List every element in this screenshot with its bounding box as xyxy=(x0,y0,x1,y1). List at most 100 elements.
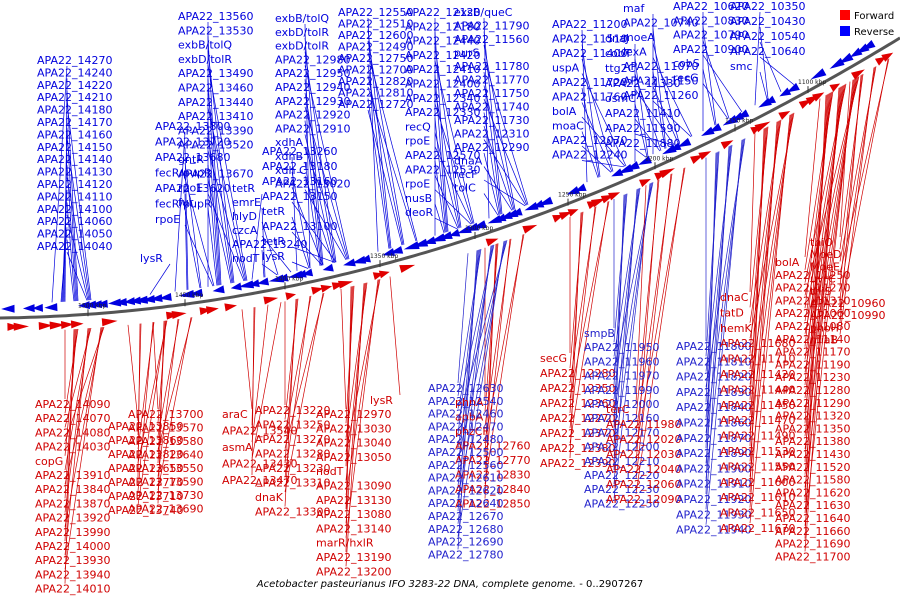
leader-line xyxy=(749,114,791,524)
gene-label: APA22_13470 xyxy=(222,474,297,487)
leader-line xyxy=(207,136,233,284)
gene-label: APA22_14030 xyxy=(35,441,110,454)
reverse-gene-arrow xyxy=(359,254,371,263)
gene-label: APA22_12370 xyxy=(540,427,615,440)
leader-line xyxy=(483,98,528,206)
gene-label: APA22_12160 xyxy=(584,412,659,425)
leader-line xyxy=(157,317,192,491)
leader-line xyxy=(66,177,90,301)
gene-label: APA22_12840 xyxy=(455,483,530,496)
leader-line xyxy=(291,261,309,269)
leader-line xyxy=(581,102,613,173)
gene-label: APA22_12540 xyxy=(428,395,503,408)
gene-label: APA22_13530 xyxy=(178,24,253,37)
gene-label: APA22_13650 xyxy=(108,462,183,475)
leader-line xyxy=(652,100,692,138)
reverse-gene-arrow xyxy=(389,245,404,254)
leader-line xyxy=(284,298,298,464)
leader-line xyxy=(705,146,730,510)
gene-label: APA22_12290 xyxy=(454,141,529,154)
leader-line xyxy=(839,58,890,274)
leader-line xyxy=(284,292,325,449)
leader-line xyxy=(634,133,674,146)
gene-label: APA22_12350 xyxy=(540,382,615,395)
leader-line xyxy=(304,134,335,263)
gene-label: exbB/tolQ xyxy=(178,39,232,52)
leader-line xyxy=(137,323,141,478)
gene-label: hlyD xyxy=(232,210,257,223)
gene-label: APA22_14080 xyxy=(35,426,110,439)
gene-label: APA22_11550 xyxy=(720,460,795,473)
leader-line xyxy=(754,11,761,106)
gene-label: fecR/pupR xyxy=(155,198,212,211)
gene-label: APA22_13270 xyxy=(255,433,330,446)
leader-line xyxy=(749,128,766,447)
leader-line xyxy=(66,140,91,301)
forward-gene-arrow xyxy=(590,198,606,208)
forward-gene-arrow xyxy=(754,121,771,133)
forward-gene-arrow xyxy=(881,52,894,62)
gene-label: APA22_13920 xyxy=(35,512,110,525)
reverse-gene-arrow xyxy=(429,233,446,242)
gene-label: APA22_13870 xyxy=(35,497,110,510)
gene-label: APA22_11270 xyxy=(775,282,850,295)
forward-gene-arrow xyxy=(399,264,416,273)
gene-label: APA22_12950 xyxy=(275,67,350,80)
gene-label: APA22_11290 xyxy=(775,397,850,410)
reverse-gene-arrow xyxy=(158,292,172,301)
leader-line xyxy=(207,150,246,281)
leader-line xyxy=(457,249,479,512)
gene-label: thiO xyxy=(810,236,833,249)
legend-forward-label: Forward xyxy=(854,11,894,22)
gene-label: APA22_14180 xyxy=(37,104,112,117)
gene-label: APA22_12090 xyxy=(606,493,681,506)
gene-label: APA22_14160 xyxy=(37,128,112,141)
gene-label: APA22_11620 xyxy=(775,486,850,499)
gene-label: marR/hxlR xyxy=(316,537,374,550)
gene-label: APA22_12490 xyxy=(338,41,413,54)
gene-label: APA22_11350 xyxy=(775,422,850,435)
reverse-gene-arrow xyxy=(438,231,453,240)
gene-label: uvrC xyxy=(810,273,836,286)
forward-gene-arrow xyxy=(285,292,297,301)
gene-label: APA22_12550 xyxy=(338,6,413,19)
gene-label: APA22_11840 xyxy=(676,401,751,414)
gene-label: APA22_12120 xyxy=(405,6,480,19)
gene-label: maf xyxy=(623,2,645,15)
leader-line xyxy=(457,240,508,422)
gene-label: APA22_11820 xyxy=(676,371,751,384)
gene-label: APA22_13090 xyxy=(316,480,391,493)
gene-label: lexA xyxy=(623,46,647,59)
gene-label: APA22_11070 xyxy=(623,60,698,73)
leader-line xyxy=(207,164,219,286)
legend-forward-swatch xyxy=(840,10,850,20)
leader-line xyxy=(569,206,596,429)
reverse-gene-arrow xyxy=(449,228,461,237)
reverse-gene-arrow xyxy=(494,213,507,222)
leader-line xyxy=(184,209,201,289)
forward-gene-arrow xyxy=(311,286,324,295)
leader-line xyxy=(64,328,78,456)
leader-line xyxy=(804,95,827,539)
gene-label: APA22_11940 xyxy=(676,524,751,537)
gene-label: APA22_12170 xyxy=(584,426,659,439)
leader-line xyxy=(137,320,167,506)
leader-line xyxy=(251,307,255,476)
gene-label: rpoE xyxy=(405,178,430,191)
gene-label: APA22_11730 xyxy=(454,114,529,127)
forward-gene-arrow xyxy=(638,178,651,188)
gene-label: MoeD xyxy=(810,248,841,261)
gene-label: APA22_12390 xyxy=(540,457,615,470)
reverse-gene-arrow xyxy=(611,168,624,177)
gene-label: APA22_12920 xyxy=(275,109,350,122)
gene-label: APA22_13930 xyxy=(35,554,110,567)
leader-line xyxy=(284,296,311,478)
gene-label: APA22_11450 xyxy=(720,399,795,412)
leader-line xyxy=(759,56,795,86)
gene-label: APA22_11990 xyxy=(584,384,659,397)
leader-line xyxy=(613,193,627,385)
leader-line xyxy=(434,203,445,233)
gene-label: APA22_11190 xyxy=(775,358,850,371)
gene-labels: APA22_14270APA22_14240APA22_14220APA22_1… xyxy=(35,0,885,596)
